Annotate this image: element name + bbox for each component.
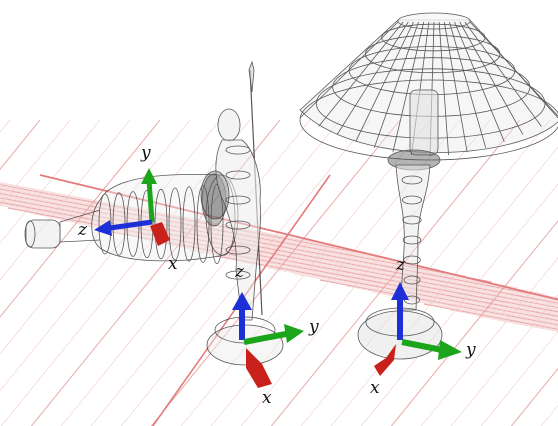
grid-line bbox=[420, 257, 558, 426]
grid-line bbox=[111, 231, 558, 317]
grid-line bbox=[60, 119, 311, 426]
grid-line bbox=[137, 237, 558, 318]
grid-line bbox=[293, 273, 558, 325]
grid-line bbox=[540, 405, 558, 426]
grid-line bbox=[241, 261, 558, 322]
grid-line bbox=[0, 119, 131, 281]
lamp-y-label: y bbox=[466, 340, 476, 360]
grid-line bbox=[510, 367, 558, 426]
grid-line bbox=[0, 188, 493, 283]
grid-line bbox=[163, 243, 558, 319]
grid-line bbox=[59, 219, 558, 315]
bottle-z-axis bbox=[109, 219, 153, 231]
grid-line bbox=[345, 285, 558, 327]
figure-y-axis bbox=[243, 331, 287, 345]
grid-line bbox=[450, 294, 558, 426]
grid-line bbox=[0, 194, 558, 301]
grid-line bbox=[0, 199, 558, 306]
grid-line bbox=[0, 205, 558, 312]
lamp-z-arrowhead bbox=[391, 282, 409, 300]
grid-line bbox=[215, 255, 558, 322]
figure-axes-gizmo bbox=[232, 292, 304, 388]
bottle-x-label: x bbox=[168, 254, 178, 274]
grid-line bbox=[0, 192, 558, 299]
grid-line bbox=[0, 119, 161, 318]
grid-line bbox=[267, 267, 558, 324]
grid-line bbox=[0, 190, 545, 295]
grid-line bbox=[210, 119, 461, 426]
grid-line bbox=[270, 119, 521, 426]
grid-line bbox=[0, 119, 71, 207]
grid-line bbox=[0, 119, 221, 392]
grid-line bbox=[0, 183, 363, 253]
lamp-x-label: x bbox=[370, 378, 380, 398]
grid-line bbox=[0, 196, 558, 303]
grid-line bbox=[0, 187, 467, 277]
bottle-z-label: z bbox=[78, 220, 87, 240]
figure-y-arrowhead bbox=[284, 324, 304, 343]
grid-line bbox=[0, 182, 337, 247]
bottle-y-axis bbox=[146, 179, 155, 223]
grid-line bbox=[0, 119, 251, 426]
lamp-x-axis-block bbox=[374, 344, 396, 376]
figure-z-label: z bbox=[235, 262, 244, 282]
grid-line bbox=[397, 297, 558, 329]
grid-line bbox=[0, 200, 558, 307]
grid-line bbox=[240, 119, 491, 426]
grid-line bbox=[449, 309, 558, 331]
grid-line bbox=[0, 189, 519, 289]
grid-line bbox=[189, 249, 558, 320]
bottle-y-arrowhead bbox=[141, 168, 157, 184]
figure-x-label: x bbox=[262, 388, 272, 408]
figure-y-label: y bbox=[309, 317, 319, 337]
lamp-axes-gizmo bbox=[374, 282, 462, 376]
bottle-y-label: y bbox=[141, 143, 151, 163]
grid-line bbox=[39, 174, 558, 301]
warrior-figure-wireframe bbox=[200, 60, 284, 366]
grid-line bbox=[0, 195, 558, 302]
bottle-axes-gizmo bbox=[94, 168, 170, 246]
table-lamp-wireframe bbox=[299, 12, 558, 360]
grid-line bbox=[0, 186, 441, 271]
figure-x-axis-block bbox=[246, 348, 272, 388]
bottle-wireframe bbox=[24, 173, 239, 264]
grid-line bbox=[90, 119, 341, 426]
grid-line bbox=[180, 119, 431, 426]
grid-line bbox=[330, 146, 558, 426]
lamp-z-label: z bbox=[396, 255, 405, 275]
grid-line bbox=[371, 291, 558, 328]
grid-line bbox=[0, 201, 558, 308]
grid-line bbox=[475, 315, 558, 332]
figure-z-arrowhead bbox=[232, 292, 252, 310]
grid-line bbox=[480, 331, 558, 426]
lamp-y-axis bbox=[401, 339, 443, 353]
bottle-z-arrowhead bbox=[94, 220, 112, 236]
grid-line bbox=[0, 185, 415, 265]
grid-line bbox=[0, 119, 101, 244]
bottle-x-axis-block bbox=[150, 222, 170, 246]
grid-line bbox=[150, 119, 401, 426]
grid-line bbox=[0, 119, 191, 355]
grid-line bbox=[390, 220, 558, 426]
lamp-y-arrowhead bbox=[438, 340, 462, 360]
grid-line bbox=[319, 279, 558, 326]
